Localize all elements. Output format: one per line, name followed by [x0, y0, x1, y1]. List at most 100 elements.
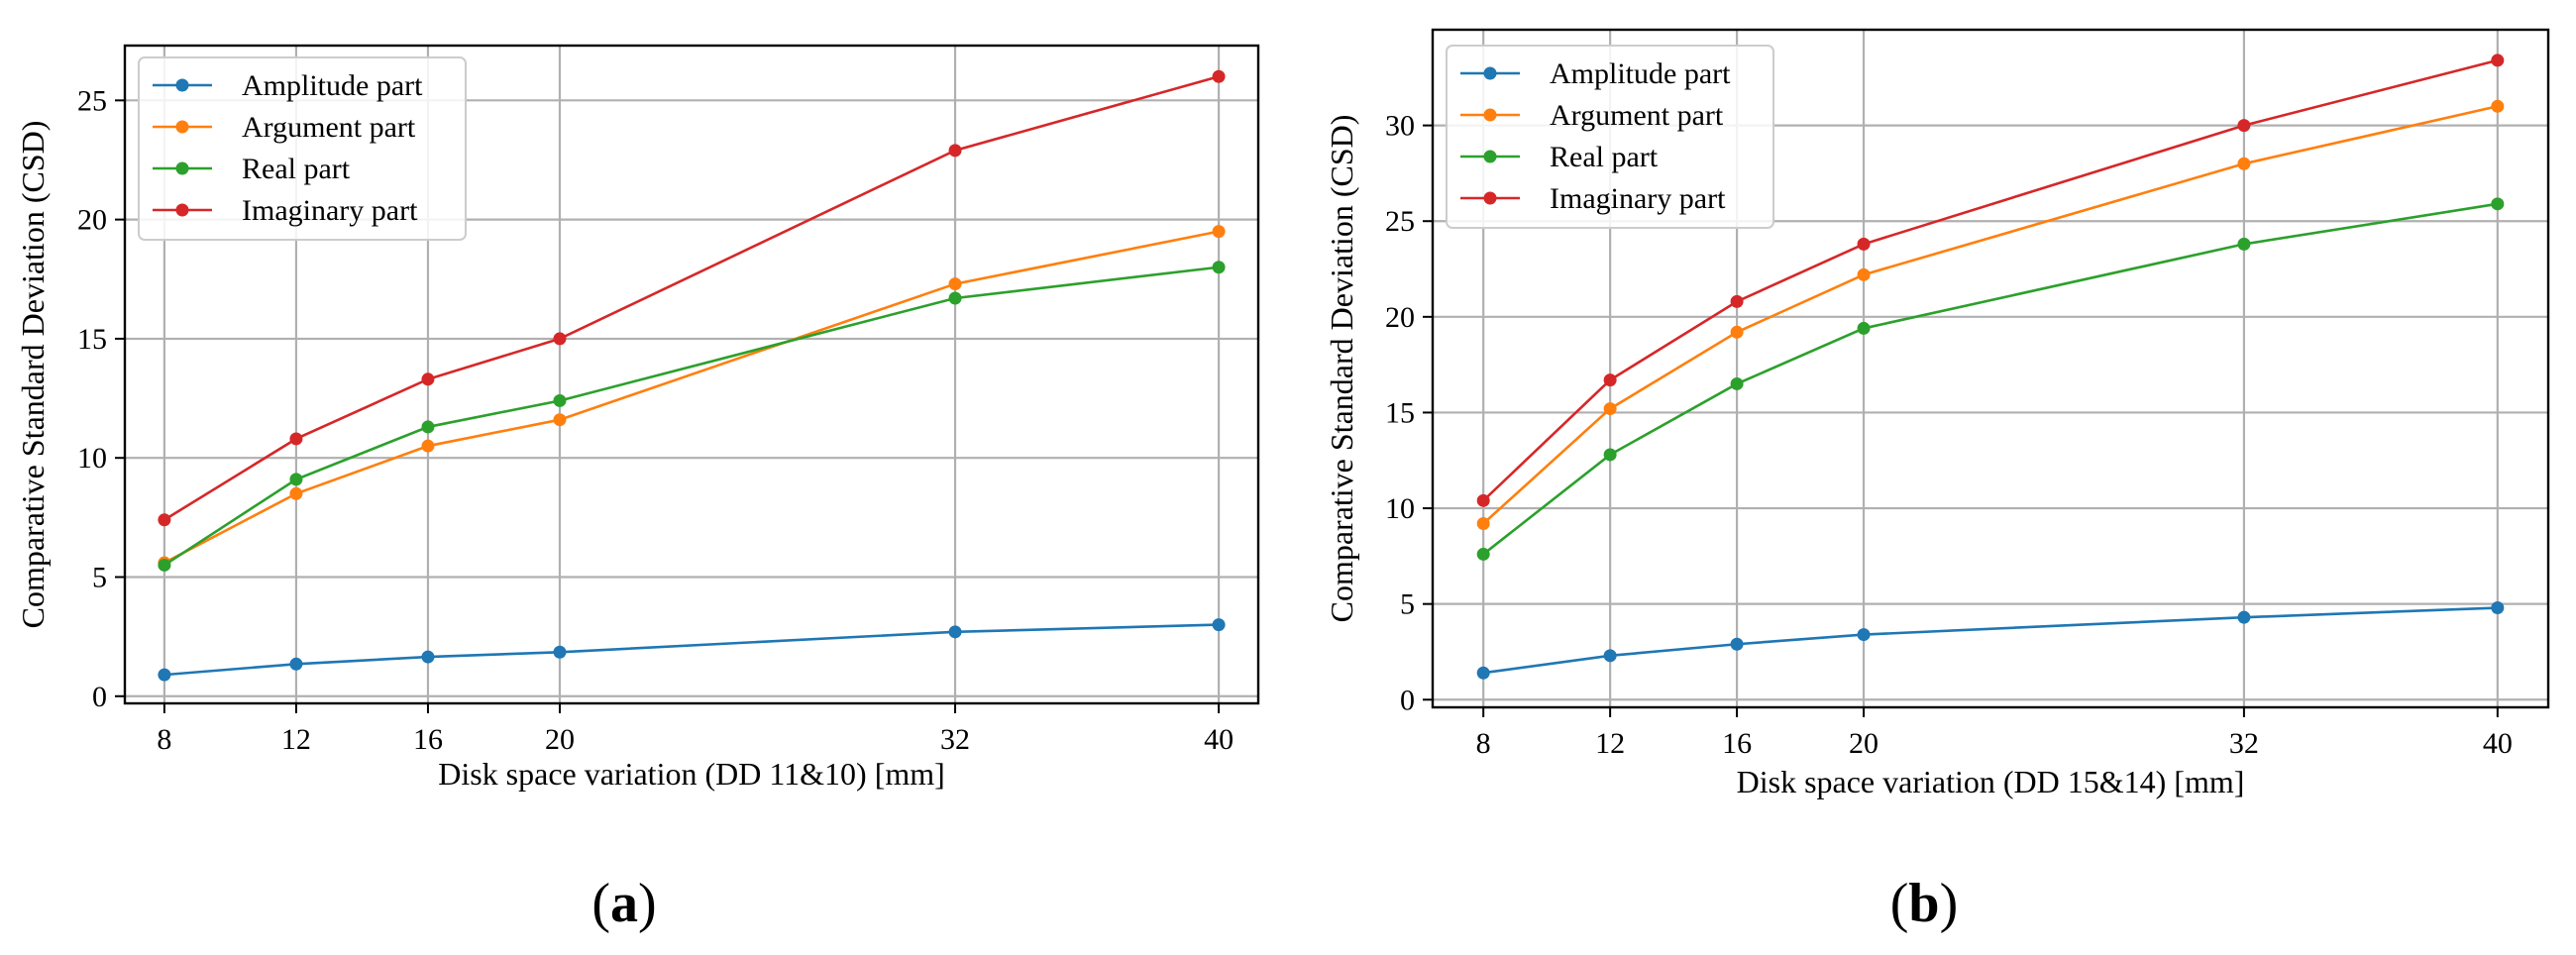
data-point	[1857, 321, 1871, 335]
data-point	[421, 420, 435, 434]
axes-box	[1431, 28, 2550, 709]
data-point	[553, 393, 567, 407]
x-tick-label: 32	[940, 723, 970, 756]
data-point	[948, 291, 962, 305]
x-tick-label: 12	[1595, 727, 1625, 760]
y-tick-label: 5	[92, 561, 107, 593]
ticks-a: 8 12 16 20 32 40 0 5 10 15 20 25	[77, 84, 1234, 756]
legend-box	[138, 56, 467, 241]
data-point	[2491, 197, 2505, 211]
panel-label-a-letter: a	[610, 873, 638, 934]
data-point	[1857, 237, 1871, 251]
y-tick-label: 25	[77, 84, 107, 117]
data-point	[1476, 493, 1490, 507]
series-line	[163, 265, 1220, 567]
legend-marker	[1483, 108, 1497, 122]
legend-marker	[175, 120, 189, 134]
legend-label: Amplitude part	[1550, 57, 1731, 90]
y-tick-label: 0	[1400, 684, 1415, 716]
x-tick-label: 32	[2229, 727, 2259, 760]
legend-label: Imaginary part	[242, 194, 418, 227]
data-point	[421, 650, 435, 664]
legend-label: Argument part	[1550, 99, 1724, 132]
data-point	[158, 558, 171, 572]
data-point	[1857, 267, 1871, 281]
data-point	[158, 513, 171, 527]
data-point	[1212, 69, 1226, 83]
data-point	[1212, 261, 1226, 274]
x-tick-label: 16	[1722, 727, 1752, 760]
legend-label: Argument part	[242, 111, 416, 144]
data-point	[1476, 547, 1490, 561]
data-point	[1476, 666, 1490, 680]
panel-label-b-close: )	[1940, 873, 1959, 934]
series-line	[1483, 606, 2498, 675]
data-point	[1603, 402, 1617, 416]
data-point	[421, 439, 435, 453]
x-tick-label: 40	[1204, 723, 1234, 756]
data-point	[948, 277, 962, 291]
series-line	[163, 75, 1220, 521]
series-line	[1482, 105, 2499, 525]
x-tick-label: 12	[281, 723, 311, 756]
data-point	[2491, 99, 2505, 113]
x-tick-label: 20	[545, 723, 575, 756]
data-point	[553, 332, 567, 346]
legend-label: Real part	[1550, 141, 1659, 173]
data-point	[289, 657, 303, 671]
y-tick-label: 15	[1385, 396, 1415, 429]
series-line	[163, 623, 1220, 677]
data-point	[1730, 325, 1744, 339]
x-axis-label-a: Disk space variation (DD 11&10) [mm]	[438, 756, 945, 792]
chart-panel-b: 8 12 16 20 32 40 0 5 10 15 20 25 30 Disk space varia…	[1324, 28, 2550, 799]
data-point	[289, 473, 303, 486]
y-tick-label: 15	[77, 323, 107, 356]
data-point	[553, 645, 567, 659]
series-line	[1482, 58, 2499, 502]
data-point	[1212, 618, 1226, 632]
data-point	[1730, 637, 1744, 651]
legend-marker	[1483, 150, 1497, 163]
y-tick-label: 0	[92, 681, 107, 713]
data-point	[2491, 601, 2505, 615]
y-tick-label: 20	[1385, 301, 1415, 334]
legend-marker	[175, 78, 189, 92]
data-point	[1212, 225, 1226, 239]
y-tick-label: 30	[1385, 110, 1415, 143]
legend-box	[1446, 45, 1774, 229]
legend-b: Amplitude part Argument part Real part Imag…	[1446, 45, 1774, 229]
axes-box	[123, 44, 1260, 705]
series-layer-b	[1476, 53, 2505, 680]
series-line	[163, 230, 1220, 565]
data-point	[948, 625, 962, 639]
x-tick-label: 40	[2483, 727, 2513, 760]
legend-marker	[175, 161, 189, 175]
panel-label-b-letter: b	[1908, 873, 1939, 934]
series-line	[1482, 202, 2499, 556]
x-tick-label: 20	[1849, 727, 1878, 760]
legend-label: Real part	[242, 153, 351, 185]
legend-marker	[175, 203, 189, 217]
series-layer-a	[158, 69, 1226, 682]
panel-label-b: (b)	[1890, 873, 1958, 934]
data-point	[289, 486, 303, 500]
panel-label-a: (a)	[591, 873, 656, 934]
y-tick-label: 10	[77, 442, 107, 475]
data-point	[1603, 448, 1617, 462]
x-tick-label: 8	[1476, 727, 1491, 760]
data-point	[289, 432, 303, 446]
panel-label-a-close: )	[638, 873, 657, 934]
data-point	[1857, 628, 1871, 642]
data-point	[1603, 649, 1617, 663]
ticks-b: 8 12 16 20 32 40 0 5 10 15 20 25 30	[1385, 110, 2513, 760]
y-tick-label: 10	[1385, 492, 1415, 525]
data-point	[553, 413, 567, 427]
y-axis-label-b: Comparative Standard Deviation (CSD)	[1324, 115, 1359, 623]
data-point	[2237, 119, 2251, 133]
data-point	[1603, 373, 1617, 387]
panel-label-a-open: (	[591, 873, 610, 934]
y-axis-label-a: Comparative Standard Deviation (CSD)	[15, 121, 51, 629]
data-point	[2237, 610, 2251, 624]
data-point	[1730, 294, 1744, 308]
